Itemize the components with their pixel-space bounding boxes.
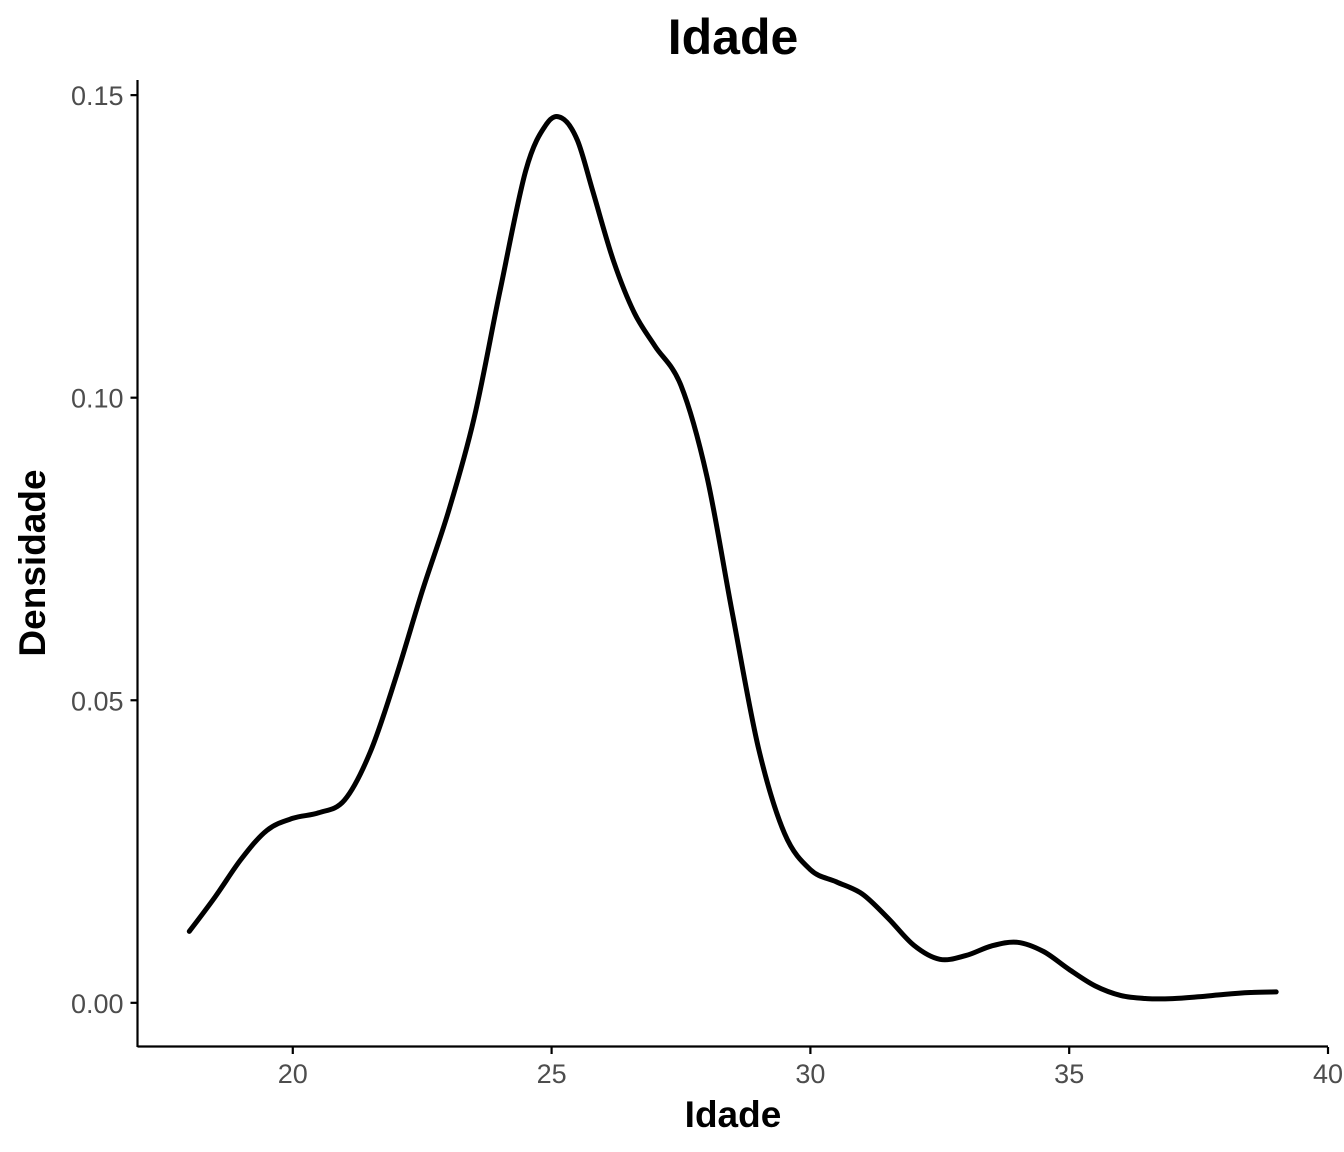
plot-area: 0.00 0.05 0.10 0.15 20 25 30 35 40 <box>71 80 1343 1089</box>
y-tick-label: 0.10 <box>71 384 124 414</box>
y-tick-label: 0.15 <box>71 81 124 111</box>
y-axis-title: Densidade <box>12 469 53 656</box>
x-tick-label: 40 <box>1313 1059 1343 1089</box>
x-axis-title: Idade <box>685 1094 782 1135</box>
x-tick-label: 20 <box>278 1059 308 1089</box>
x-tick-label: 25 <box>537 1059 567 1089</box>
density-line <box>186 114 1279 1002</box>
chart-title: Idade <box>668 9 799 65</box>
x-axis-ticks: 20 25 30 35 40 <box>278 1047 1343 1089</box>
x-tick-label: 35 <box>1054 1059 1084 1089</box>
y-tick-label: 0.05 <box>71 686 124 716</box>
y-tick-label: 0.00 <box>71 989 124 1019</box>
y-axis-ticks: 0.00 0.05 0.10 0.15 <box>71 81 138 1019</box>
x-tick-label: 30 <box>795 1059 825 1089</box>
